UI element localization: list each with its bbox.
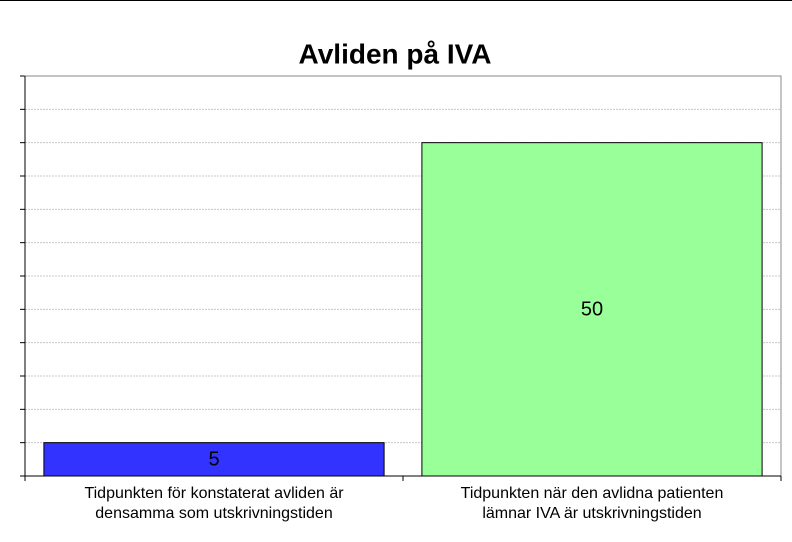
bar	[43, 442, 385, 477]
data-label: 5	[208, 449, 219, 471]
bar	[421, 142, 763, 477]
data-label: 50	[581, 299, 603, 321]
chart-title: Avliden på IVA	[299, 38, 492, 69]
x-tick-label: Tidpunkten för konstaterat avliden är de…	[84, 485, 344, 522]
x-tick-label: Tidpunkten när den avlidna patienten läm…	[460, 485, 724, 522]
